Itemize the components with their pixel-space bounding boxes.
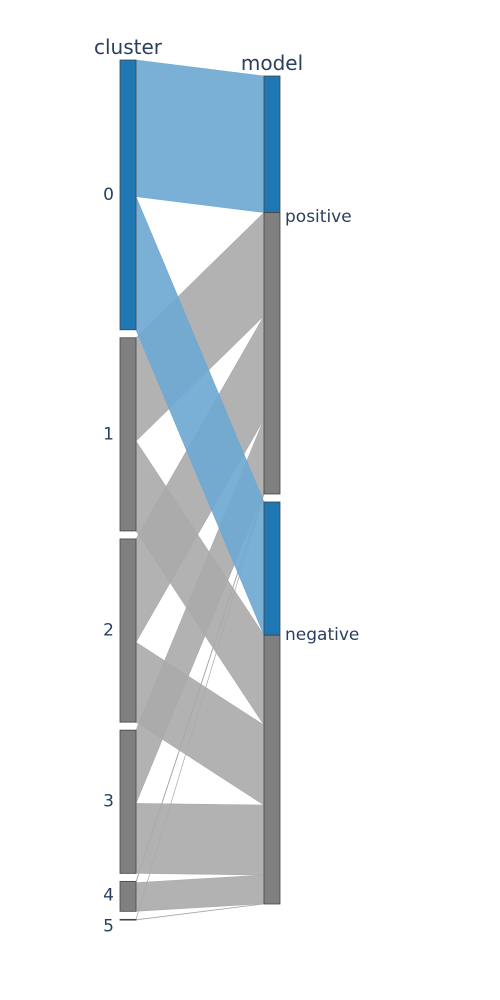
- model-bar-negative[interactable]: [263, 634, 281, 905]
- ribbon-3-to-negative[interactable]: [135, 803, 265, 876]
- cluster-bar-0[interactable]: [119, 59, 137, 331]
- category-bar-layer: [119, 59, 281, 921]
- cluster-label-2: 2: [103, 621, 114, 641]
- cluster-label-1: 1: [103, 424, 114, 444]
- cluster-bar-2[interactable]: [119, 538, 137, 723]
- model-bar-positive[interactable]: [263, 212, 281, 495]
- model-bar-negative-highlight[interactable]: [263, 501, 281, 636]
- label-layer: cluster model 0 1 2 3 4 5 positive negative: [94, 35, 359, 936]
- ribbon-layer: [135, 59, 265, 921]
- cluster-label-4: 4: [103, 885, 114, 905]
- ribbon-0-to-positive[interactable]: [135, 59, 265, 213]
- cluster-bar-4[interactable]: [119, 880, 137, 912]
- model-bar-positive-highlight[interactable]: [263, 75, 281, 213]
- cluster-bar-3[interactable]: [119, 729, 137, 874]
- cluster-label-3: 3: [103, 792, 114, 812]
- cluster-dimension-title: cluster: [94, 35, 163, 59]
- model-label-negative: negative: [285, 625, 359, 645]
- cluster-label-0: 0: [103, 185, 114, 205]
- cluster-bar-1[interactable]: [119, 337, 137, 532]
- model-label-positive: positive: [285, 207, 352, 227]
- cluster-label-5: 5: [103, 916, 114, 936]
- cluster-bar-5[interactable]: [119, 918, 137, 921]
- model-dimension-title: model: [241, 51, 303, 75]
